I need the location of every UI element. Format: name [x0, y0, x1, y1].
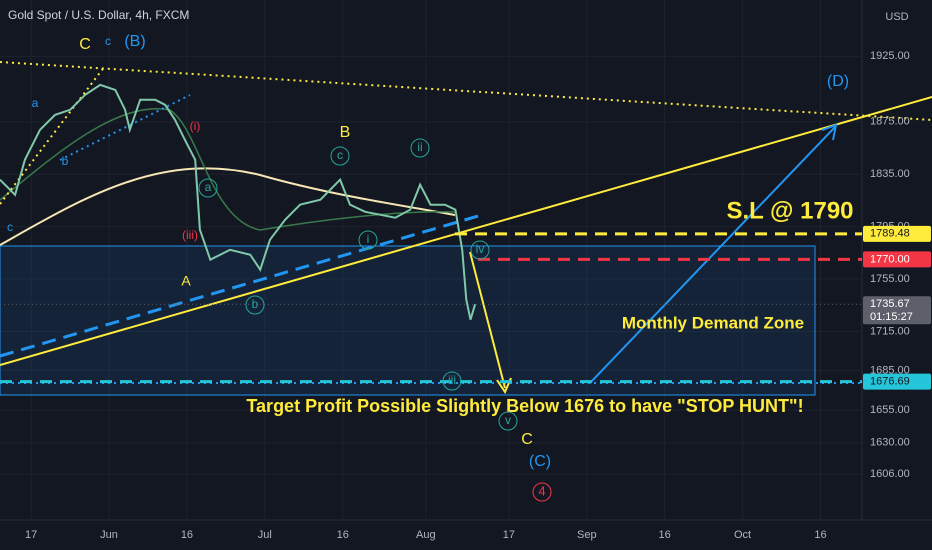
- trendline-support: [0, 96, 932, 366]
- y-tick-label: 1875.00: [870, 116, 910, 128]
- annotation: c: [337, 148, 343, 162]
- y-tick-label: 1606.00: [870, 468, 910, 480]
- y-tick-label: 1835.00: [870, 168, 910, 180]
- price-label-box: [863, 373, 931, 390]
- x-tick-label: Sep: [577, 529, 597, 541]
- demand-zone: [0, 245, 816, 396]
- x-tick-label: 17: [25, 529, 37, 541]
- annotation: b: [252, 297, 259, 311]
- annotation-circle: [330, 146, 350, 166]
- annotation: c: [7, 220, 13, 234]
- annotation: Monthly Demand Zone: [622, 313, 804, 332]
- y-tick-label: 1755.00: [870, 273, 910, 285]
- trendline-blue-dotted: [59, 94, 191, 161]
- moving-average-2: [0, 108, 456, 231]
- annotation: (B): [124, 33, 145, 50]
- annotation: ii: [417, 140, 422, 154]
- x-tick-label: 16: [337, 529, 349, 541]
- annotation-circle: [245, 295, 265, 315]
- countdown-label: 01:15:27: [870, 311, 913, 323]
- annotation: B: [340, 124, 351, 141]
- price-label-box: [863, 251, 931, 268]
- price-line: [0, 83, 477, 320]
- annotation: iii: [448, 373, 456, 387]
- symbol-title: Gold Spot / U.S. Dollar, 4h, FXCM: [8, 8, 189, 22]
- x-tick-label: 16: [181, 529, 193, 541]
- annotation: (D): [827, 73, 849, 90]
- arrow-down: [469, 251, 506, 389]
- annotation: Target Profit Possible Slightly Below 16…: [246, 396, 803, 416]
- annotation: C: [521, 431, 533, 448]
- annotation: v: [505, 413, 511, 427]
- moving-average: [0, 167, 456, 246]
- annotation: C: [79, 36, 91, 53]
- annotation-circle: [532, 482, 552, 502]
- trendline-left: [0, 65, 106, 205]
- annotation: a: [205, 180, 212, 194]
- currency-label: USD: [885, 11, 908, 23]
- annotation: 4: [538, 483, 545, 498]
- price-label: 1735.67: [870, 298, 910, 310]
- arrow-head: [821, 123, 838, 141]
- annotation: (i): [190, 119, 201, 133]
- annotation-circle: [470, 240, 490, 260]
- annotation-circle: [410, 138, 430, 158]
- y-tick-label: 1925.00: [870, 50, 910, 62]
- price-label: 1789.48: [870, 228, 910, 240]
- annotation: A: [181, 273, 191, 289]
- y-tick-label: 1655.00: [870, 404, 910, 416]
- annotation: (C): [529, 453, 551, 470]
- x-tick-label: 16: [659, 529, 671, 541]
- annotation: iv: [476, 242, 485, 256]
- annotation-circle: [358, 230, 378, 250]
- annotation: c: [105, 34, 111, 48]
- y-tick-label: 1715.00: [870, 325, 910, 337]
- x-tick-label: Jun: [100, 529, 118, 541]
- x-tick-label: Aug: [416, 529, 436, 541]
- trendline-blue: [0, 212, 486, 358]
- price-label-box: [863, 225, 931, 242]
- arrow-up: [589, 126, 836, 384]
- annotation-circle: [498, 411, 518, 431]
- x-tick-label: 16: [814, 529, 826, 541]
- x-tick-label: 17: [503, 529, 515, 541]
- price-label-box: [863, 296, 931, 325]
- x-tick-label: Jul: [258, 529, 272, 541]
- price-label: 1676.69: [870, 375, 910, 387]
- annotation-circle: [442, 371, 462, 391]
- annotation: S.L @ 1790: [726, 197, 853, 224]
- annotation: a: [32, 96, 39, 110]
- x-tick-label: Oct: [734, 529, 751, 541]
- annotation: (iii): [182, 228, 198, 242]
- y-tick-label: 1630.00: [870, 437, 910, 449]
- annotation-circle: [198, 178, 218, 198]
- annotation: i: [367, 232, 370, 246]
- annotation: b: [62, 154, 69, 168]
- price-label: 1770.00: [870, 253, 910, 265]
